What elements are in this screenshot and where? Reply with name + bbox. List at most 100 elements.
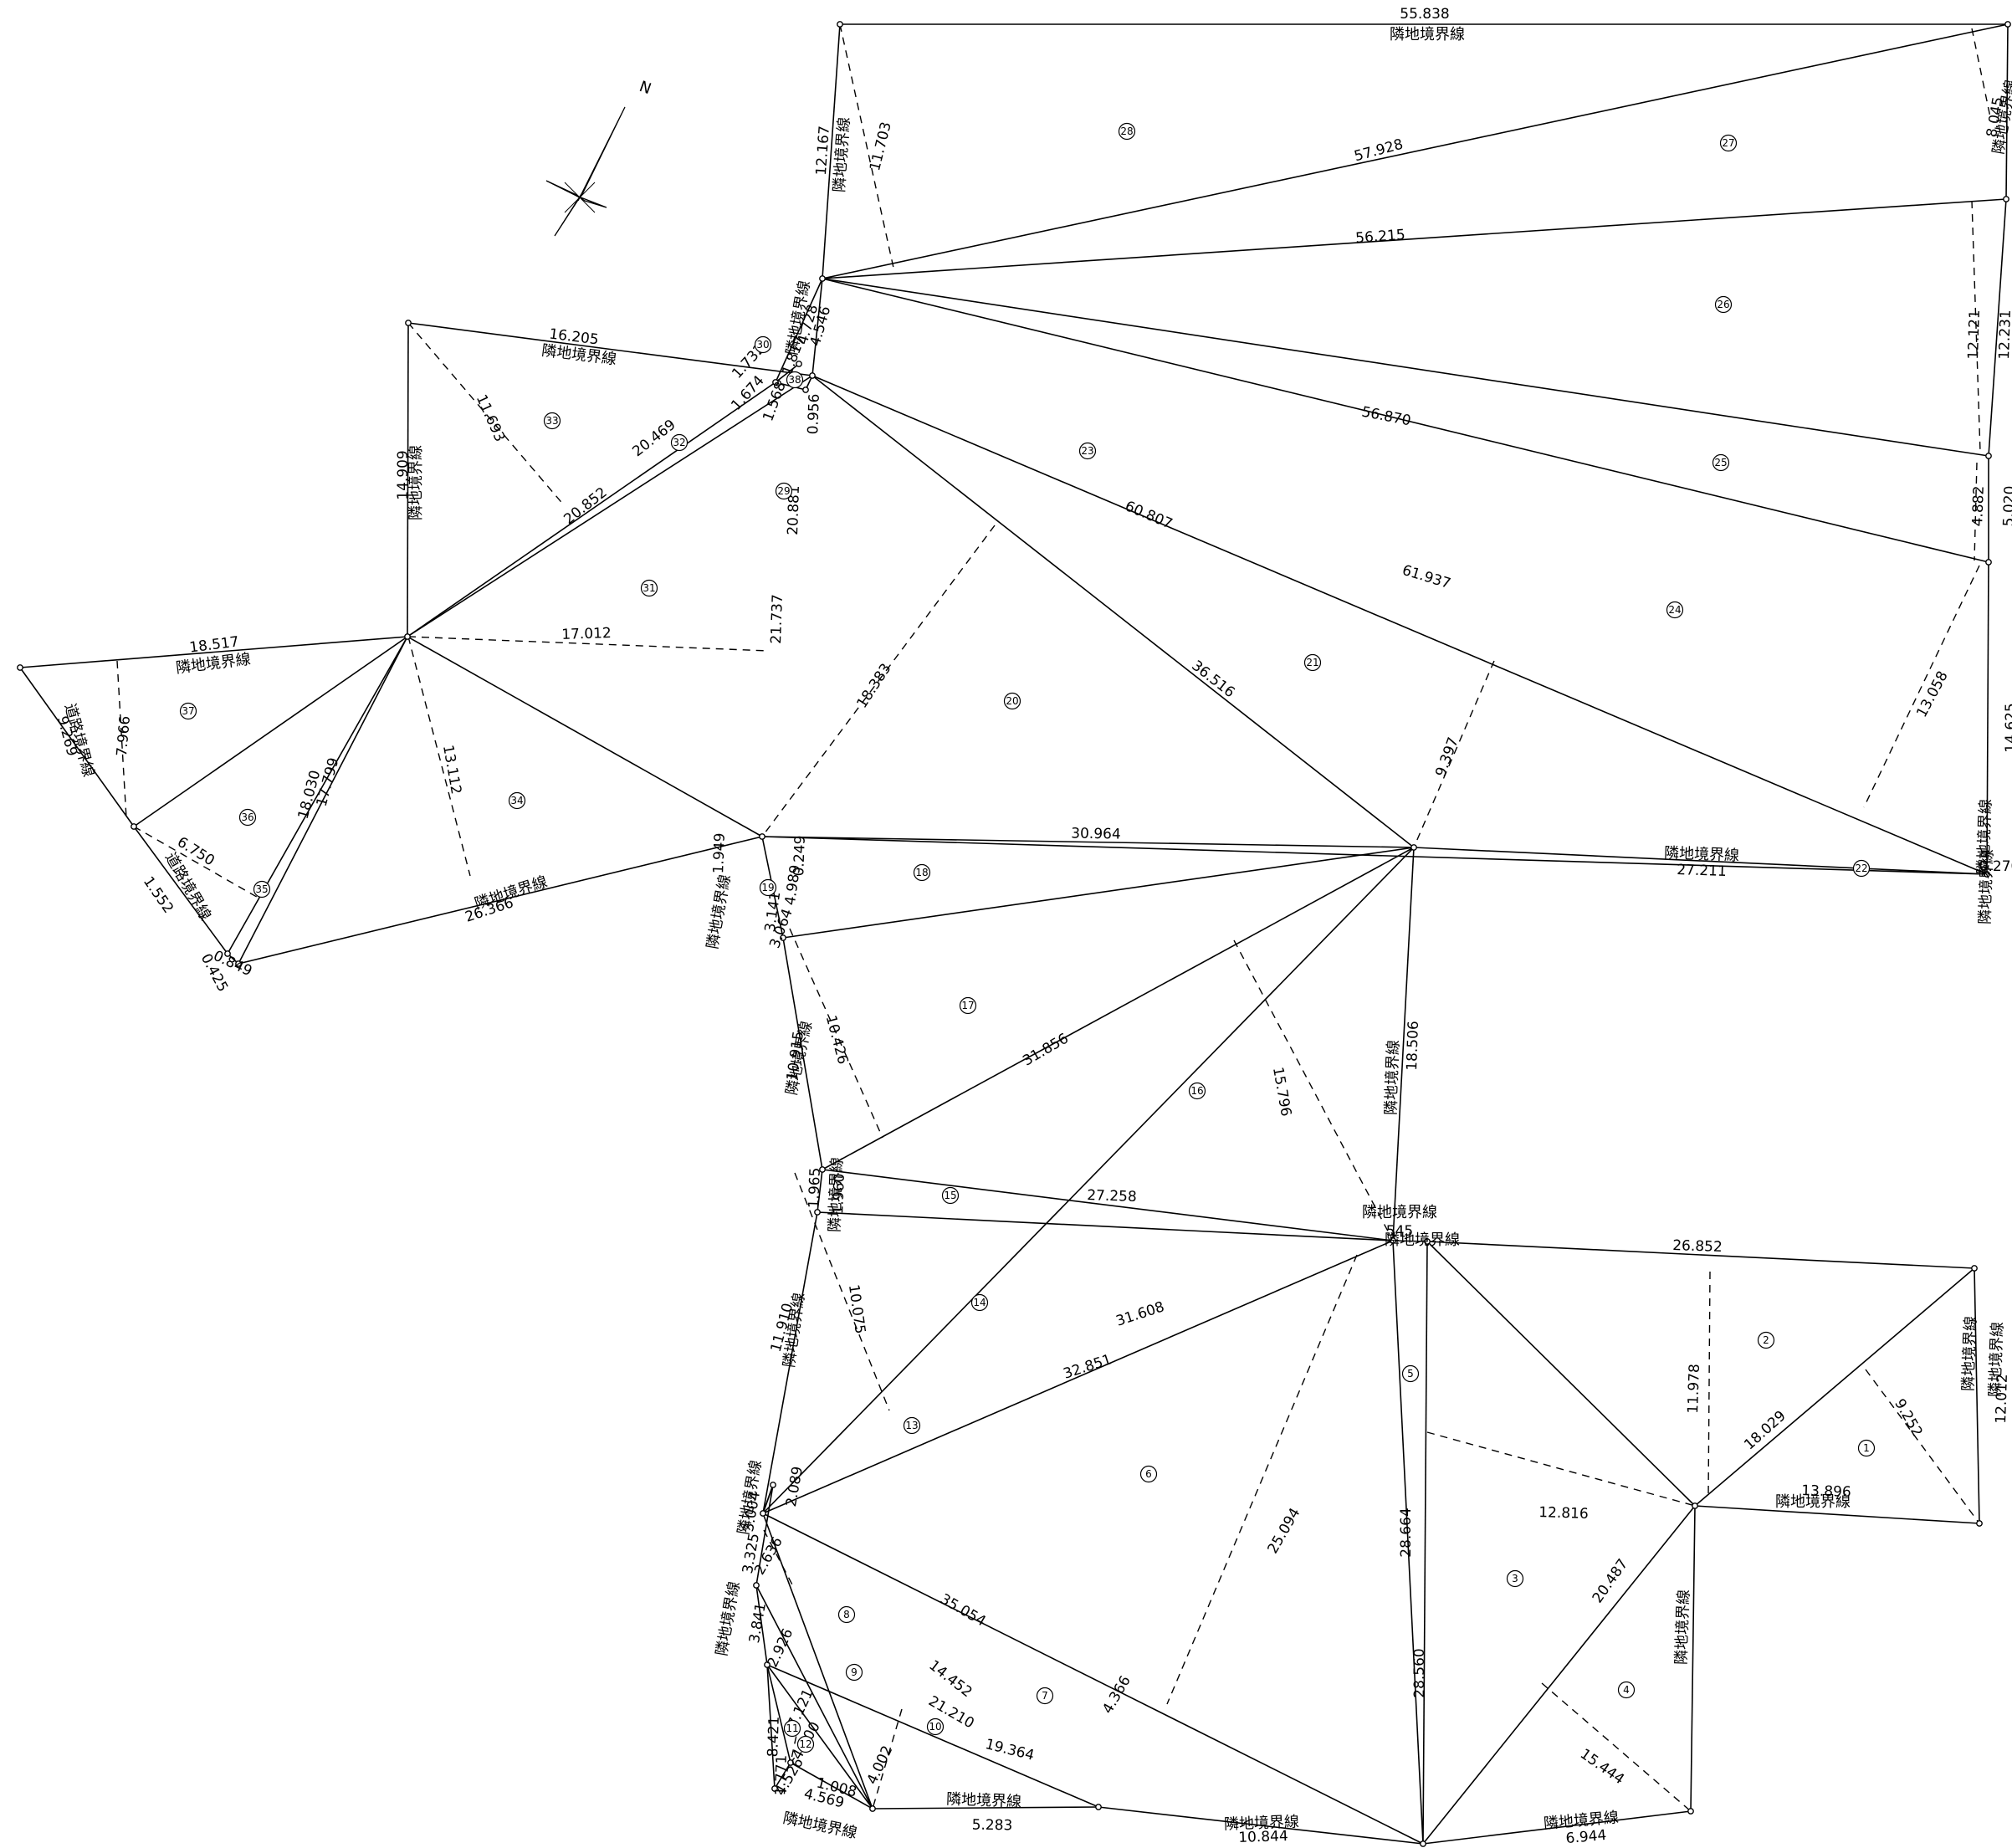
plot-number-circle [1757, 1331, 1775, 1349]
plot-number: 12 [796, 1735, 815, 1753]
plot-number-circle [1303, 653, 1322, 672]
height-line [133, 826, 262, 900]
parcel-edge [761, 836, 1415, 848]
dimension-label: 56.870 [1360, 404, 1412, 430]
plot-number-text: 15 [944, 1190, 956, 1201]
parcel-edge [1422, 1810, 1692, 1845]
survey-point [760, 1510, 766, 1517]
parcel-edge [133, 826, 228, 955]
parcel-edge [1426, 1241, 1975, 1269]
parcel-edge [817, 1169, 823, 1213]
dimension-label: 12.231 [1996, 310, 2012, 360]
plot-number: 16 [1188, 1082, 1206, 1100]
height-line [1707, 1271, 1711, 1497]
plot-number: 26 [1714, 295, 1733, 314]
parcel-edge [822, 847, 1415, 1170]
dimension-label: 30.964 [1071, 825, 1121, 842]
plot-number-circle [1188, 1082, 1206, 1100]
dimension-label: 545 [1386, 1223, 1413, 1240]
parcel-edge [782, 847, 1415, 939]
dimension-label: 20.487 [1590, 1556, 1632, 1606]
parcel-edge [811, 278, 823, 376]
dimension-label: 15.796 [1269, 1066, 1294, 1118]
boundary-label: 隣地境界線 [1664, 844, 1740, 864]
survey-point [814, 1209, 821, 1216]
dimension-label: 21.737 [768, 594, 786, 644]
plot-number-text: 4 [1623, 1684, 1630, 1696]
plot-number-circle [796, 1735, 815, 1753]
plot-number-text: 11 [786, 1723, 798, 1734]
plot-number-text: 23 [1081, 445, 1093, 457]
parcel-edge [762, 1513, 873, 1810]
parcel-edge [1426, 1241, 1696, 1507]
parcel-edge [133, 636, 408, 827]
boundary-label: 隣地境界線 [540, 342, 617, 369]
plot-number-text: 37 [182, 705, 194, 717]
parcel-edge [811, 375, 1988, 875]
boundary-label: 隣地境界線 [1390, 26, 1465, 44]
dimension-label: 2.089 [783, 1465, 806, 1508]
plot-number-circle [1666, 601, 1684, 619]
dimension-label: 2.926 [765, 1626, 797, 1671]
plot-number-circle [1118, 122, 1136, 141]
plot-number-text: 25 [1714, 457, 1727, 468]
plot-number-circle [1852, 859, 1871, 878]
plot-number: 10 [926, 1717, 945, 1736]
dimension-label: 20.881 [785, 485, 803, 535]
plot-number-circle [759, 878, 777, 897]
dimension-label: 28.664 [1398, 1508, 1415, 1557]
plot-number: 36 [238, 808, 257, 827]
plot-number-circle [543, 412, 561, 430]
plot-number-circle [1719, 134, 1738, 152]
height-line [407, 636, 770, 652]
dimension-label: 26.852 [1672, 1237, 1723, 1256]
plot-number: 8 [837, 1605, 856, 1624]
plot-number-circle [1617, 1681, 1636, 1699]
north-arrow-icon: N [545, 78, 653, 237]
plot-number: 30 [754, 335, 772, 354]
height-line [761, 525, 996, 837]
survey-point [771, 1785, 778, 1792]
parcel-edge [1694, 1505, 1980, 1524]
dimension-label: 13.896 [1801, 1482, 1851, 1501]
parcel-edge [766, 1664, 873, 1810]
plot-number-text: 17 [961, 1000, 974, 1011]
parcel-edge [762, 1211, 818, 1514]
plot-number-circle [1857, 1439, 1876, 1457]
dimension-label: 61.937 [1400, 562, 1453, 593]
plot-number: 11 [783, 1719, 801, 1738]
plot-number-text: 6 [1145, 1468, 1152, 1480]
plot-number-text: 5 [1407, 1368, 1414, 1380]
survey-point [796, 361, 802, 367]
survey-point [235, 960, 242, 967]
survey-point [780, 934, 786, 941]
dimension-label: 18.383 [853, 661, 894, 712]
plot-number: 5 [1401, 1364, 1420, 1383]
parcel-edge [1392, 1240, 1424, 1845]
dimension-label: 13.058 [1913, 668, 1952, 720]
plot-number-text: 27 [1722, 137, 1734, 149]
plot-number: 35 [253, 880, 271, 898]
dimension-label: 1.771 [772, 1754, 791, 1795]
dimension-label: 18.506 [1404, 1021, 1422, 1071]
plot-number-text: 18 [915, 867, 928, 878]
parcel-edge [238, 636, 408, 965]
plot-number: 20 [1003, 692, 1021, 710]
plot-number: 27 [1719, 134, 1738, 152]
survey-point [764, 1661, 770, 1668]
parcel-edge [1422, 1505, 1696, 1845]
parcel-edge [1098, 1806, 1424, 1845]
dimension-label: 5.020 [2000, 485, 2012, 526]
dimension-label: 17.012 [561, 625, 612, 643]
boundary-label: 隣地境界線 [713, 1580, 743, 1657]
dimension-label: 10.426 [822, 1014, 852, 1067]
parcel-edge [407, 375, 813, 637]
plot-number: 22 [1852, 859, 1871, 878]
plot-number-circle [959, 996, 977, 1015]
parcel-edge [822, 278, 1989, 563]
parcel-edge [872, 1806, 1099, 1810]
dimension-label: 10.075 [845, 1283, 868, 1335]
plot-number-text: 20 [1006, 695, 1018, 707]
plot-number: 3 [1506, 1569, 1524, 1588]
survey-point [1976, 1520, 1983, 1527]
